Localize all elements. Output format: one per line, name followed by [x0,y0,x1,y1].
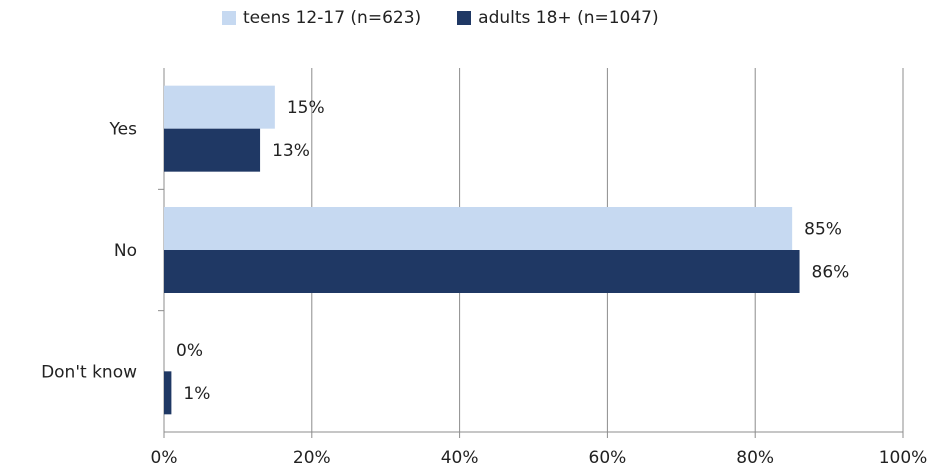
data-label: 15% [287,98,325,118]
bar-adults [164,371,172,415]
legend-item-adults: adults 18+ (n=1047) [457,8,659,28]
bar-adults [164,250,800,293]
x-tick-label: 80% [736,448,774,468]
data-label: 13% [272,141,310,161]
category-label: Don't know [41,362,137,382]
data-label: 1% [183,384,210,404]
legend: teens 12-17 (n=623) adults 18+ (n=1047) [222,8,695,28]
category-label: No [114,241,137,261]
data-label: 85% [804,220,842,240]
x-tick-label: 60% [589,448,627,468]
legend-label-adults: adults 18+ (n=1047) [478,8,659,28]
bar-teens [164,85,275,129]
x-tick-label: 40% [441,448,479,468]
x-tick-label: 100% [879,448,928,468]
legend-label-teens: teens 12-17 (n=623) [243,8,422,28]
x-tick-label: 20% [293,448,331,468]
data-label: 0% [176,341,203,361]
bar-adults [164,128,261,172]
legend-item-teens: teens 12-17 (n=623) [222,8,421,28]
x-tick-label: 0% [151,448,178,468]
category-label: Yes [109,120,138,140]
data-label: 86% [812,263,850,283]
legend-swatch-adults [457,11,472,25]
bar-teens [164,207,793,250]
legend-swatch-teens [222,11,236,25]
